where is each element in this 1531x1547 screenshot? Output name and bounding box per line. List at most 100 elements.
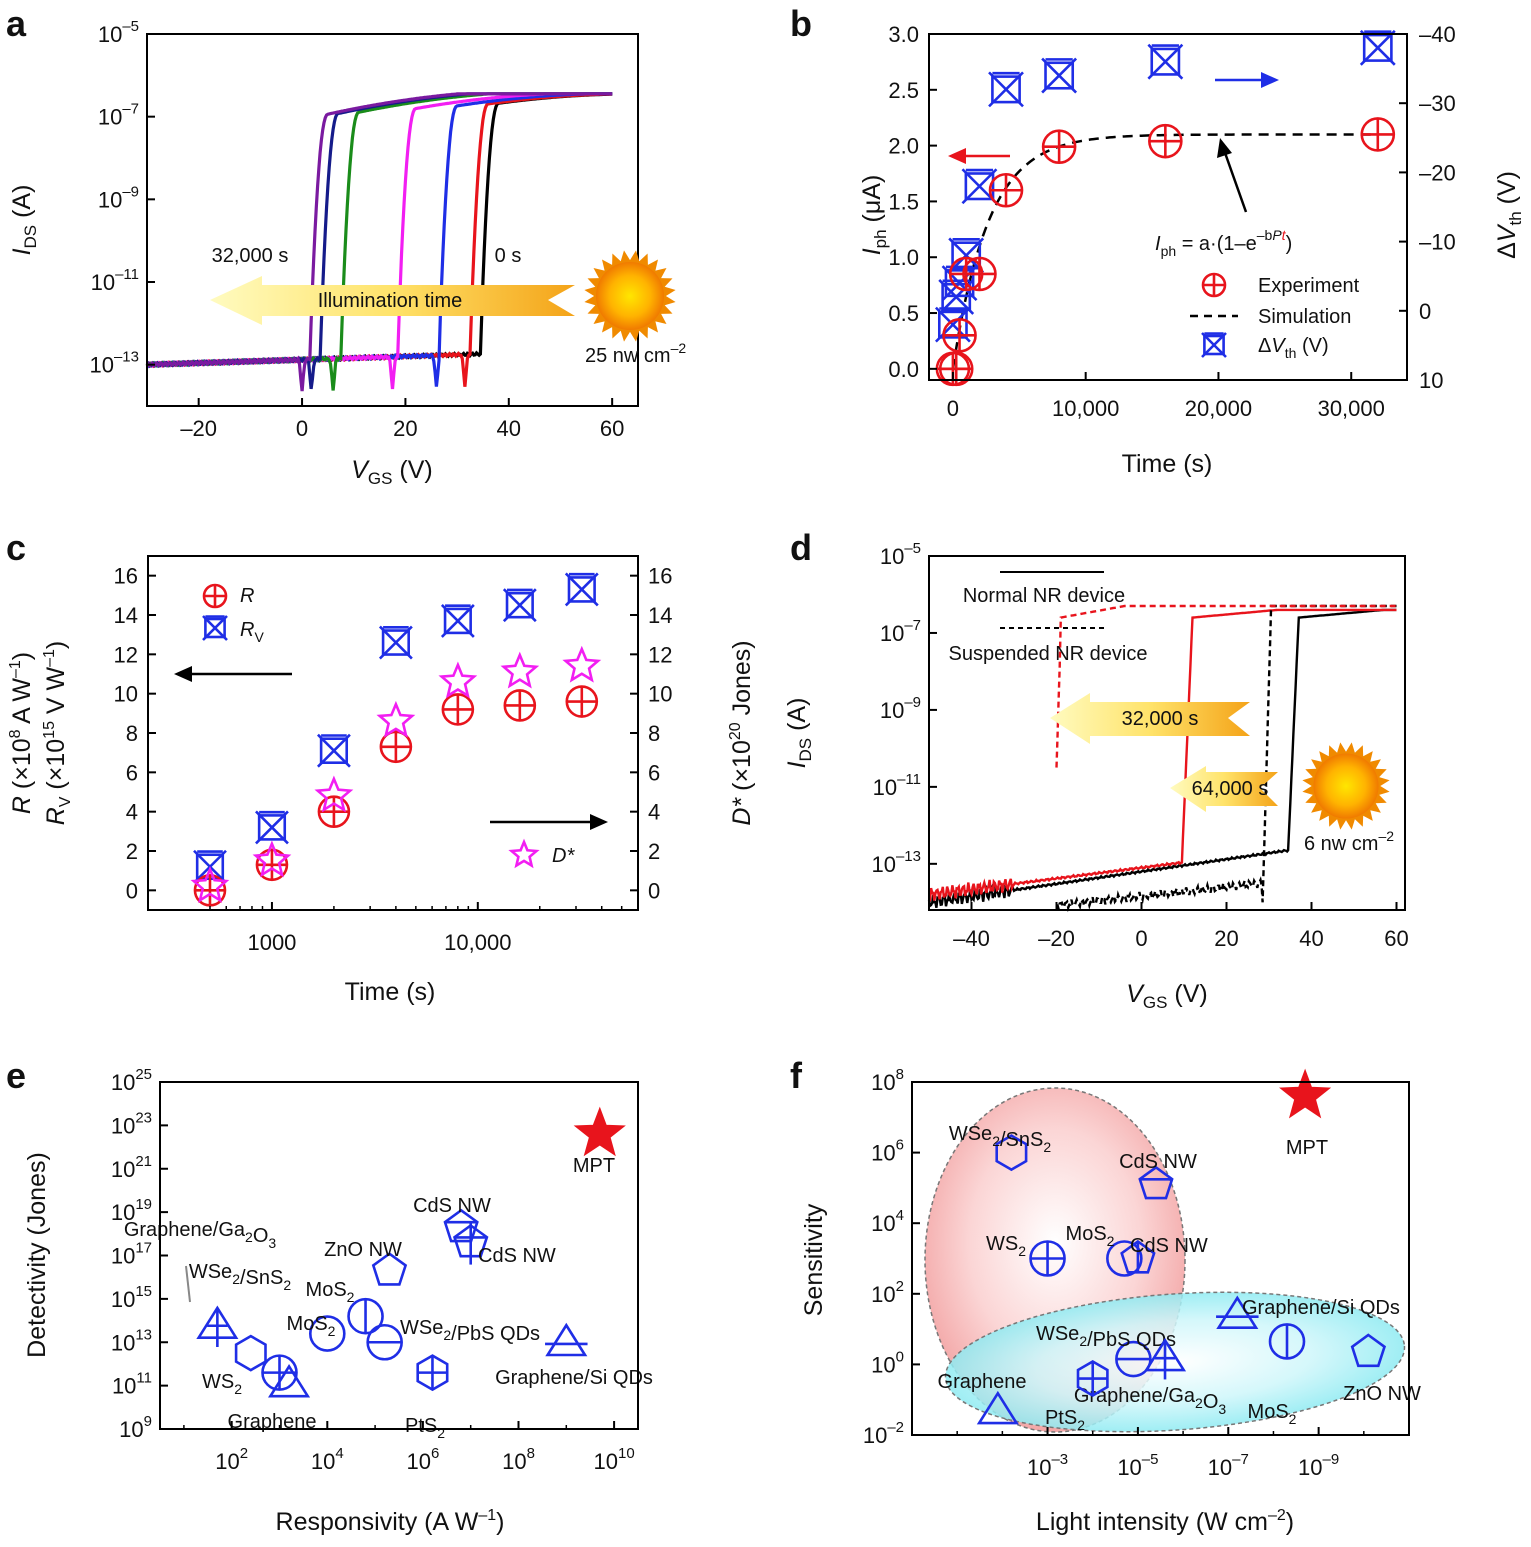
panel-d-sun-icon (1302, 742, 1390, 830)
panel-e-point-label-4: MoS2 (287, 1313, 336, 1339)
panel-c-legend-RV-marker (202, 615, 228, 641)
label-subscript: 2 (1289, 1411, 1297, 1427)
tick-exponent: –5 (1142, 1451, 1159, 1468)
panel-e-point-label-1: WSe2/SnS2 (189, 1261, 292, 1293)
label-subscript: 2 (437, 1425, 445, 1441)
panel-e-ytick-label: 1015 (111, 1283, 152, 1312)
tick-base: 10 (594, 1449, 618, 1474)
tick-exponent: 2 (896, 1278, 904, 1295)
panel-a-xtick-label: 20 (393, 416, 417, 441)
panel-c-RV-point (564, 572, 599, 607)
panel-d-ytick-label: 10–7 (880, 617, 921, 646)
panel-d-legend-normal: Normal NR device (963, 585, 1125, 607)
panel-e-point-label-2: WS2 (202, 1371, 242, 1397)
panel-f-ytick-label: 10–2 (863, 1419, 904, 1448)
panel-c-D-point (314, 775, 354, 813)
marker-box (381, 629, 410, 656)
tick-base: 10 (111, 1287, 135, 1312)
label-subscript: 2 (1079, 1333, 1087, 1349)
tick-base: 10 (1208, 1455, 1232, 1480)
panel-f-point-label-2: WS2 (986, 1233, 1026, 1259)
panel-f-frame (911, 1081, 1410, 1436)
panel-d-arrow-64000s (1170, 766, 1278, 812)
panel-f-point-label-10: MoS2 (1248, 1401, 1297, 1427)
panel-e-point-7 (366, 1323, 403, 1361)
panel-d-xtick-label: 40 (1299, 926, 1323, 951)
tick-exponent: –11 (897, 771, 921, 788)
tick-exponent: –5 (122, 18, 139, 35)
panel-f-point-label-0: WSe2/SnS2 (949, 1123, 1052, 1155)
tick-base: 10 (871, 1211, 895, 1236)
panel-f-point-6 (1115, 1340, 1152, 1378)
panel-c: 1000 10,000 0 0 2 2 4 4 6 6 8 8 10 10 12 12 14 14 16 16 R R… (7, 555, 756, 1006)
panel-d-ylabel: IDS (A) (783, 698, 815, 769)
panel-f-xtick-label: 10–7 (1208, 1451, 1249, 1480)
panel-b-dvth-point (1041, 57, 1078, 94)
panel-b-y2tick-label: 0 (1419, 299, 1431, 324)
panel-f-point-9 (976, 1390, 1019, 1425)
panel-e-ytick-label: 1021 (111, 1153, 152, 1182)
tick-exponent: –7 (122, 101, 139, 118)
panel-c-R-point (441, 693, 475, 726)
panel-c-legend-D-marker (508, 838, 540, 869)
tick-exponent: –5 (904, 540, 921, 557)
panel-f-point-label-5: Graphene/Si QDs (1242, 1297, 1400, 1319)
panel-c-y2tick-label: 6 (648, 760, 660, 785)
panel-e-ytick-label: 1011 (112, 1370, 152, 1399)
marker-box (1362, 33, 1393, 62)
panel-d-ytick-label: 10–11 (873, 771, 921, 800)
panel-e-point-label-7: WSe2/PbS QDs (400, 1317, 540, 1345)
label-text: CdS NW (1130, 1235, 1208, 1257)
label-text: O (1203, 1391, 1219, 1413)
panel-e-point-10 (452, 1222, 489, 1265)
panel-e-point-12 (573, 1106, 626, 1157)
panel-c-legend-R: R (240, 585, 254, 607)
tick-exponent: –11 (115, 266, 139, 283)
tick-exponent: 13 (135, 1326, 152, 1343)
panel-a-arrow-label: Illumination time (318, 290, 463, 312)
panel-b-frame (928, 33, 1408, 381)
tick-exponent: –9 (904, 694, 921, 711)
marker-diag2 (1359, 29, 1396, 66)
panel-e-xtick-label: 104 (311, 1445, 344, 1474)
panel-a-xlabel: VGS (V) (351, 456, 433, 488)
marker-diag2 (440, 603, 475, 638)
marker-diag2 (1147, 43, 1184, 80)
panel-d-curve-3 (1055, 604, 1397, 768)
panel-e-ytick-label: 1017 (111, 1240, 152, 1269)
tick-base: 10 (880, 698, 904, 723)
tick-exponent: 4 (896, 1207, 904, 1224)
panel-b-y2tick-label: –10 (1419, 230, 1456, 255)
panel-e-point-3 (268, 1364, 311, 1398)
panel-c-ytick-label: 14 (114, 603, 138, 628)
panel-f-point-label-7: Graphene/Ga2O3 (1074, 1385, 1227, 1417)
panel-a-curve-1 (145, 92, 613, 387)
marker-diag2 (564, 572, 599, 607)
panel-e-ytick-label: 109 (119, 1413, 152, 1442)
marker-box (204, 617, 226, 639)
label-text: ZnO NW (1343, 1383, 1421, 1405)
panel-f-ytick-label: 102 (871, 1278, 904, 1307)
panel-b-exp-point (1148, 123, 1183, 159)
panel-b-xlabel: Time (s) (1122, 450, 1213, 478)
panel-b-exp-point (1041, 129, 1077, 165)
tick-base: 10 (111, 1244, 135, 1269)
panel-d-ytick-label: 10–13 (871, 848, 921, 877)
marker-box (944, 269, 975, 298)
panel-d-ytick-label: 10–9 (880, 694, 921, 723)
panel-c-ytick-label: 2 (126, 839, 138, 864)
tick-base: 10 (98, 22, 122, 47)
panel-a-illumination-arrow (210, 276, 575, 325)
tick-base: 10 (119, 1417, 143, 1442)
panel-b-equation: Iph = a·(1–e–bPt) (1155, 227, 1292, 259)
label-text: MoS (1066, 1223, 1107, 1245)
panel-c-legend-R-marker (202, 583, 228, 609)
tick-base: 10 (111, 1113, 135, 1138)
panel-b-y2tick-label: –40 (1419, 22, 1456, 47)
label-subscript: 2 (443, 1327, 451, 1343)
marker-box (319, 737, 349, 765)
panel-e-point-6 (371, 1252, 408, 1286)
label-text: MoS (287, 1313, 328, 1335)
